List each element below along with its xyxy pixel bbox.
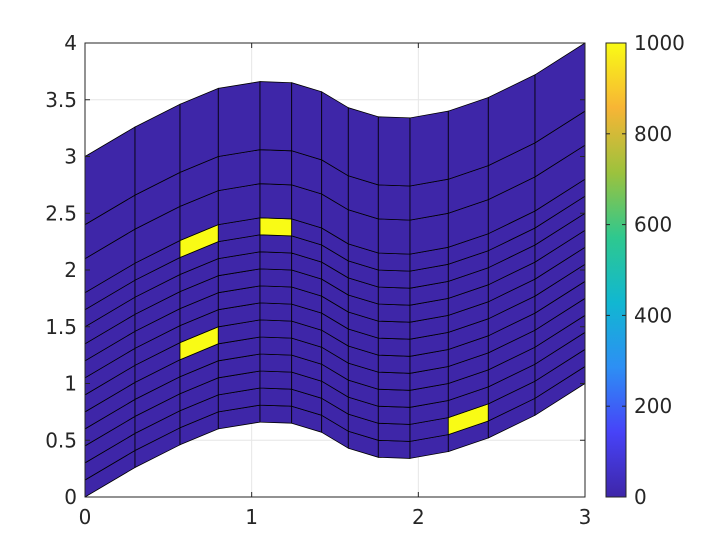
mesh-cell: [259, 353, 293, 373]
mesh-cell: [259, 149, 293, 186]
y-tick-label: 2.5: [45, 201, 77, 225]
colorbar-tick-label: 800: [634, 122, 672, 146]
mesh-cell: [534, 348, 585, 400]
mesh-cell: [534, 246, 585, 297]
mesh-cell: [259, 81, 293, 152]
mesh-cell: [377, 371, 411, 391]
y-tick-label: 0: [64, 485, 77, 509]
mesh-cell: [291, 82, 323, 161]
mesh-cell: [534, 144, 585, 212]
mesh-cell: [377, 116, 411, 187]
y-tick-labels: 0 0.5 1 1.5 2 2.5 3 3.5 4: [45, 31, 77, 509]
mesh-cell: [534, 195, 585, 246]
mesh-cell: [377, 252, 411, 272]
mesh-cell: [259, 285, 293, 305]
mesh-cell: [534, 297, 585, 348]
mesh-cell: [259, 251, 293, 271]
mesh-cell: [377, 320, 411, 340]
y-tick-label: 4: [64, 31, 77, 55]
mesh-cell: [377, 218, 411, 255]
mesh-cells: [85, 43, 585, 497]
mesh-cell: [534, 43, 585, 144]
mesh-cell: [534, 263, 585, 314]
mesh-cell: [534, 280, 585, 331]
colorbar-tick-label: 200: [634, 394, 672, 418]
mesh-cell: [259, 183, 293, 220]
x-tick-label: 2: [412, 505, 425, 529]
axes: [84, 42, 586, 498]
y-tick-label: 0.5: [45, 428, 77, 452]
mesh-cell: [409, 110, 449, 187]
mesh-cell: [259, 217, 293, 237]
mesh-cell: [534, 110, 585, 178]
mesh-cell: [259, 319, 293, 339]
mesh-cell: [259, 336, 293, 356]
mesh-cell: [534, 178, 585, 229]
mesh-cell: [259, 404, 293, 424]
x-tick-label: 0: [79, 505, 92, 529]
mesh-cell: [259, 234, 293, 254]
mesh-cell: [259, 268, 293, 288]
mesh-cell: [534, 314, 585, 365]
y-tick-label: 1: [64, 372, 77, 396]
mesh-cell: [377, 184, 411, 221]
colorbar: [605, 42, 627, 498]
x-tick-label: 3: [579, 505, 592, 529]
y-tick-label: 2: [64, 258, 77, 282]
colorbar-tick-label: 400: [634, 303, 672, 327]
mesh-cell: [377, 303, 411, 323]
mesh-cell: [347, 107, 379, 186]
mesh-cell: [259, 302, 293, 322]
colorbar-gradient: [605, 42, 627, 498]
colorbar-tick-label: 600: [634, 213, 672, 237]
y-tick-label: 3: [64, 145, 77, 169]
mesh-cell: [377, 269, 411, 289]
mesh-cell: [377, 439, 411, 459]
mesh-cell: [217, 81, 261, 157]
mesh-cell: [377, 405, 411, 425]
x-tick-label: 1: [245, 505, 258, 529]
mesh-cell: [534, 212, 585, 263]
y-tick-label: 1.5: [45, 315, 77, 339]
mesh-cell: [259, 387, 293, 407]
mesh-cell: [377, 388, 411, 408]
colorbar-tick-label: 0: [634, 485, 647, 509]
y-tick-label: 3.5: [45, 88, 77, 112]
mesh-cell: [534, 366, 585, 417]
mesh-cell: [534, 229, 585, 280]
colorbar-tick-label: 1000: [634, 31, 685, 55]
mesh-cell: [377, 422, 411, 442]
mesh-cell: [447, 96, 489, 180]
x-tick-labels: 0 1 2 3: [79, 505, 592, 529]
colorbar-tick-labels: 0 200 400 600 800 1000: [634, 31, 685, 509]
mesh-cell: [259, 370, 293, 390]
mesh-cell: [377, 337, 411, 357]
mesh-cell: [534, 331, 585, 382]
mesh-cell: [377, 286, 411, 306]
mesh-cell: [377, 354, 411, 374]
